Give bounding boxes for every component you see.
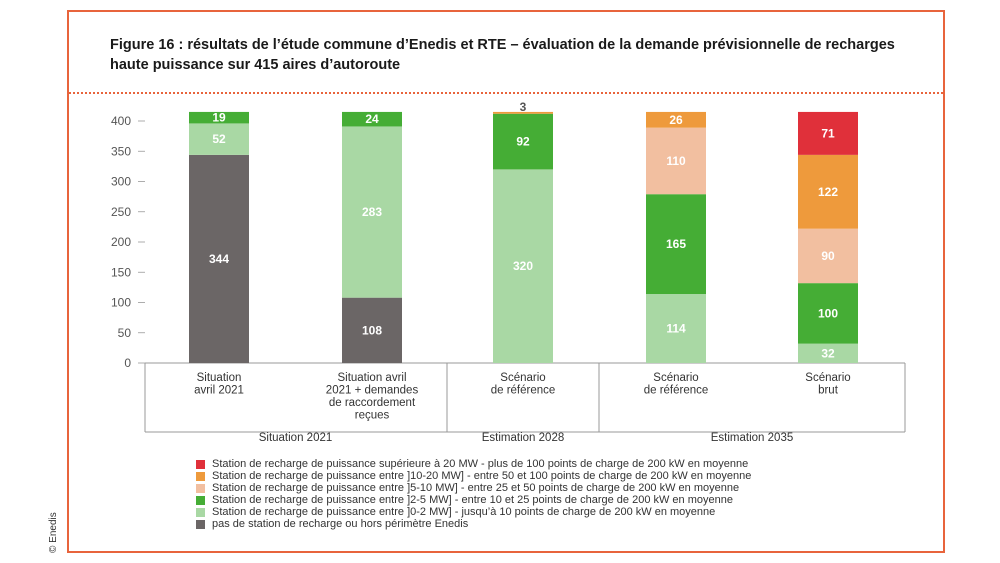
bar-segment-p0_2 xyxy=(493,169,553,363)
legend-label: Station de recharge de puissance entre ]… xyxy=(212,470,752,482)
data-label: 283 xyxy=(362,205,382,219)
y-tick-label: 350 xyxy=(111,144,131,158)
data-label: 114 xyxy=(666,322,686,336)
bar-segment-p2_5 xyxy=(798,283,858,344)
y-tick-label: 100 xyxy=(111,296,131,310)
y-tick-label: 0 xyxy=(124,356,131,370)
y-tick-label: 200 xyxy=(111,235,131,249)
bar-segment-p0_2 xyxy=(646,294,706,363)
legend-label: pas de station de recharge ou hors périm… xyxy=(212,518,469,530)
data-label: 165 xyxy=(666,237,686,251)
data-label: 90 xyxy=(821,249,835,263)
category-label: Scénario xyxy=(653,372,698,384)
bar-segment-p10_20 xyxy=(798,154,858,229)
data-label: 108 xyxy=(362,323,382,337)
group-label: Situation 2021 xyxy=(259,432,333,444)
bar-segment-p5_10 xyxy=(646,127,706,195)
data-label: 52 xyxy=(212,132,226,146)
category-label: 2021 + demandes xyxy=(326,385,419,397)
legend-item-gt20: Station de recharge de puissance supérie… xyxy=(196,458,751,470)
group-label: Estimation 2035 xyxy=(711,432,793,444)
figure-title: Figure 16 : résultats de l’étude commune… xyxy=(110,35,920,75)
data-label: 92 xyxy=(516,135,530,149)
y-tick-label: 400 xyxy=(111,114,131,128)
y-tick-label: 150 xyxy=(111,265,131,279)
category-label: avril 2021 xyxy=(194,385,244,397)
bar-segment-p5_10 xyxy=(798,228,858,284)
group-label: Estimation 2028 xyxy=(482,432,564,444)
data-label: 122 xyxy=(818,185,838,199)
data-label: 19 xyxy=(212,111,226,125)
chart-legend: Station de recharge de puissance supérie… xyxy=(196,458,751,530)
legend-swatch xyxy=(196,483,205,493)
bar-segment-none xyxy=(189,154,249,363)
bar-segment-p10_20 xyxy=(646,111,706,128)
data-label: 26 xyxy=(669,113,683,127)
category-label: Scénario xyxy=(805,372,850,384)
category-label: de référence xyxy=(644,385,709,397)
legend-item-none: pas de station de recharge ou hors périm… xyxy=(196,518,751,530)
category-label: de raccordement xyxy=(329,397,416,409)
bar-segment-p2_5 xyxy=(189,111,249,124)
dotted-divider xyxy=(69,92,943,94)
legend-swatch xyxy=(196,495,205,505)
bar-segment-p10_20 xyxy=(493,111,553,114)
y-tick-label: 250 xyxy=(111,205,131,219)
bar-segment-p0_2 xyxy=(189,123,249,155)
figure-title-line-1: Figure 16 : résultats de l’étude commune… xyxy=(110,37,895,53)
data-label: 320 xyxy=(513,259,533,273)
bar-segment-p0_2 xyxy=(342,126,402,298)
category-label: Situation avril xyxy=(337,372,406,384)
legend-item-p0_2: Station de recharge de puissance entre ]… xyxy=(196,506,751,518)
category-label: Scénario xyxy=(500,372,545,384)
legend-label: Station de recharge de puissance supérie… xyxy=(212,458,749,470)
y-tick-label: 300 xyxy=(111,175,131,189)
category-label: brut xyxy=(818,385,839,397)
bar-segment-gt20 xyxy=(798,111,858,155)
legend-swatch xyxy=(196,471,205,481)
bar-segment-none xyxy=(342,297,402,363)
legend-item-p5_10: Station de recharge de puissance entre ]… xyxy=(196,482,751,494)
data-label: 110 xyxy=(666,154,686,168)
legend-label: Station de recharge de puissance entre ]… xyxy=(212,506,716,518)
category-label: de référence xyxy=(491,385,556,397)
legend-swatch xyxy=(196,459,205,469)
y-tick-label: 50 xyxy=(118,326,132,340)
bar-segment-p2_5 xyxy=(493,113,553,170)
bar-segment-p0_2 xyxy=(798,343,858,363)
credit-text: © Enedis xyxy=(48,512,59,553)
legend-item-p10_20: Station de recharge de puissance entre ]… xyxy=(196,470,751,482)
legend-swatch xyxy=(196,519,205,529)
figure-frame xyxy=(67,10,945,553)
data-label: 24 xyxy=(365,112,379,126)
bar-segment-p2_5 xyxy=(342,111,402,127)
data-label: 344 xyxy=(209,252,229,266)
data-label: 100 xyxy=(818,306,838,320)
figure-title-line-2: haute puissance sur 415 aires d’autorout… xyxy=(110,57,401,73)
bar-segment-p2_5 xyxy=(646,194,706,295)
category-label: Situation xyxy=(197,372,242,384)
data-label: 71 xyxy=(821,126,835,140)
category-label: reçues xyxy=(355,410,390,422)
data-label: 32 xyxy=(821,346,835,360)
legend-swatch xyxy=(196,507,205,517)
data-label: 3 xyxy=(520,100,527,114)
legend-item-p2_5: Station de recharge de puissance entre ]… xyxy=(196,494,751,506)
legend-label: Station de recharge de puissance entre ]… xyxy=(212,482,740,494)
legend-label: Station de recharge de puissance entre ]… xyxy=(212,494,733,506)
